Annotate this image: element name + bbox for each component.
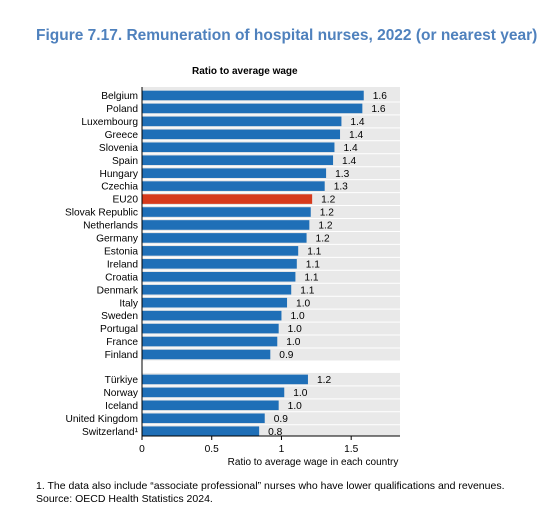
category-label: Spain <box>112 156 138 167</box>
category-label: Ireland <box>107 259 138 270</box>
category-label: Germany <box>96 234 139 245</box>
data-label: 1.1 <box>300 285 314 296</box>
data-label: 1.2 <box>317 375 331 386</box>
bar-united-kingdom <box>142 413 265 424</box>
data-label: 1.1 <box>306 259 320 270</box>
bar-switzerland <box>142 426 260 437</box>
bar-norway <box>142 387 285 398</box>
category-label: Türkiye <box>105 375 139 386</box>
data-label: 1.2 <box>321 195 335 206</box>
bar-greece <box>142 129 341 140</box>
bar-estonia <box>142 246 299 256</box>
data-label: 1.4 <box>342 156 356 167</box>
data-label: 1.1 <box>304 272 318 283</box>
bar-spain <box>142 155 334 166</box>
data-label: 1.2 <box>320 208 334 219</box>
data-label: 0.9 <box>279 350 293 361</box>
bar-belgium <box>142 90 364 101</box>
category-label: Slovak Republic <box>65 208 138 219</box>
data-label: 1.0 <box>288 324 302 335</box>
figure-title: Figure 7.17. Remuneration of hospital nu… <box>36 27 538 44</box>
data-label: 1.0 <box>286 337 300 348</box>
category-label: Iceland <box>105 401 138 412</box>
footnote: 1. The data also include “associate prof… <box>36 480 505 492</box>
data-label: 1.6 <box>371 104 385 115</box>
category-label: Czechia <box>101 182 138 193</box>
bar-luxembourg <box>142 116 342 127</box>
category-label: Estonia <box>104 246 138 257</box>
category-label: Luxembourg <box>81 117 138 128</box>
bar-italy <box>142 297 288 308</box>
category-label: Sweden <box>101 311 138 322</box>
data-label: 1.1 <box>307 246 321 257</box>
bar-croatia <box>142 271 296 282</box>
data-label: 1.6 <box>373 91 387 102</box>
category-label: Denmark <box>97 285 139 296</box>
category-label: Greece <box>105 130 139 141</box>
chart-title: Ratio to average wage <box>192 66 298 77</box>
category-label: Croatia <box>105 272 138 283</box>
category-label: Poland <box>106 104 138 115</box>
data-label: 1.0 <box>296 298 310 309</box>
x-tick-label: 1 <box>279 444 285 455</box>
bar-france <box>142 336 278 347</box>
bar-t-rkiye <box>142 374 308 385</box>
data-label: 1.0 <box>290 311 304 322</box>
bar-finland <box>142 349 271 360</box>
bar-poland <box>142 103 363 114</box>
data-label: 1.4 <box>343 143 357 154</box>
data-label: 1.4 <box>350 117 364 128</box>
data-label: 1.3 <box>335 169 349 180</box>
category-label: Belgium <box>101 91 138 102</box>
data-label: 0.9 <box>274 414 288 425</box>
x-tick-label: 0 <box>139 444 145 455</box>
bar-germany <box>142 233 307 243</box>
x-tick-label: 1.5 <box>344 444 358 455</box>
bar-ireland <box>142 259 297 269</box>
data-label: 1.3 <box>334 182 348 193</box>
data-label: 0.8 <box>268 427 282 438</box>
category-label: Italy <box>119 298 139 309</box>
category-label: Switzerland¹ <box>82 427 139 438</box>
bar-slovak-republic <box>142 207 311 217</box>
category-label: Hungary <box>99 169 138 180</box>
category-label: United Kingdom <box>66 414 139 425</box>
data-label: 1.0 <box>288 401 302 412</box>
bar-eu20 <box>142 194 313 204</box>
data-label: 1.0 <box>293 388 307 399</box>
x-axis-title: Ratio to average wage in each country <box>228 457 399 468</box>
bar-iceland <box>142 400 279 411</box>
category-label: EU20 <box>113 195 139 206</box>
bar-denmark <box>142 284 292 295</box>
bar-hungary <box>142 168 327 178</box>
category-label: France <box>106 337 138 348</box>
bar-slovenia <box>142 142 335 153</box>
category-label: Portugal <box>100 324 138 335</box>
x-tick-label: 0.5 <box>205 444 219 455</box>
data-label: 1.2 <box>316 234 330 245</box>
group-separator <box>142 360 400 373</box>
data-label: 1.2 <box>318 221 332 232</box>
data-label: 1.4 <box>349 130 363 141</box>
bar-netherlands <box>142 220 310 230</box>
bar-czechia <box>142 181 325 191</box>
source-note: Source: OECD Health Statistics 2024. <box>36 493 213 505</box>
bar-sweden <box>142 310 282 321</box>
category-label: Norway <box>103 388 138 399</box>
category-label: Slovenia <box>99 143 138 154</box>
category-label: Finland <box>105 350 139 361</box>
bar-portugal <box>142 323 279 334</box>
category-label: Netherlands <box>83 221 138 232</box>
